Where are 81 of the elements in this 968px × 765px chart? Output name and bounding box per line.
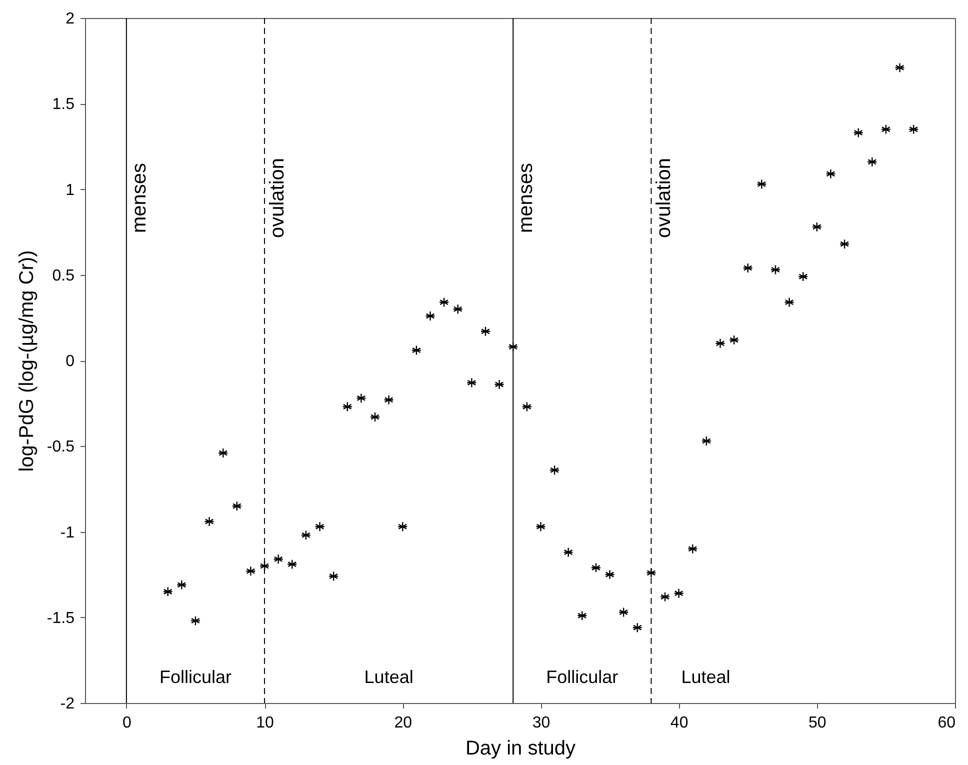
point bbox=[853, 128, 864, 138]
point bbox=[770, 264, 781, 275]
y-tick-label: -0.5 bbox=[46, 438, 75, 456]
point bbox=[867, 156, 878, 167]
annotation: Follicular bbox=[546, 667, 618, 687]
point bbox=[674, 588, 684, 598]
point bbox=[756, 179, 767, 190]
point bbox=[784, 297, 794, 308]
point bbox=[880, 124, 892, 134]
point bbox=[522, 402, 532, 412]
point bbox=[384, 394, 394, 405]
point bbox=[246, 566, 256, 576]
point bbox=[908, 124, 919, 134]
point bbox=[894, 62, 905, 73]
ref-line-label: ovulation bbox=[653, 158, 676, 238]
point bbox=[176, 580, 187, 590]
point bbox=[701, 436, 712, 446]
point bbox=[715, 338, 726, 348]
point bbox=[425, 310, 436, 322]
x-tick-label: 20 bbox=[394, 714, 412, 732]
point bbox=[398, 522, 408, 532]
point bbox=[839, 238, 850, 250]
point bbox=[259, 560, 270, 572]
point bbox=[342, 402, 352, 412]
y-tick-label: -1 bbox=[60, 524, 75, 542]
point bbox=[356, 393, 366, 404]
point bbox=[618, 607, 629, 618]
point bbox=[577, 610, 588, 621]
y-tick-label: 2 bbox=[66, 10, 75, 28]
point bbox=[204, 516, 214, 527]
point bbox=[162, 586, 173, 597]
point bbox=[826, 168, 836, 179]
point bbox=[480, 326, 491, 336]
point bbox=[411, 345, 422, 356]
point bbox=[273, 554, 284, 564]
x-axis-title: Day in study bbox=[465, 738, 576, 760]
annotation: Follicular bbox=[159, 667, 232, 687]
point bbox=[494, 379, 504, 390]
x-tick-label: 50 bbox=[808, 714, 826, 732]
x-tick-label: 0 bbox=[122, 714, 132, 732]
point bbox=[646, 568, 656, 578]
point bbox=[232, 500, 242, 512]
y-tick-label: 1 bbox=[66, 182, 75, 199]
point bbox=[218, 448, 228, 458]
annotation: Luteal bbox=[681, 667, 730, 687]
x-tick-label: 60 bbox=[938, 714, 956, 732]
point bbox=[466, 378, 477, 388]
point bbox=[728, 334, 740, 346]
point bbox=[314, 522, 325, 532]
point bbox=[508, 342, 518, 352]
ref-line-label: menses bbox=[128, 162, 150, 234]
point bbox=[328, 571, 339, 582]
point bbox=[660, 592, 670, 602]
y-tick-label: 0.5 bbox=[52, 267, 75, 284]
point bbox=[688, 544, 698, 554]
point bbox=[536, 522, 546, 532]
point bbox=[632, 622, 642, 633]
y-tick-label: 0 bbox=[66, 353, 75, 370]
point bbox=[287, 559, 298, 570]
point bbox=[563, 547, 574, 558]
y-axis-title: log-PdG (log-(µg/mg Cr)) bbox=[16, 250, 38, 472]
point bbox=[798, 272, 808, 282]
x-tick-label: 30 bbox=[532, 714, 550, 732]
x-tick-label: 40 bbox=[670, 714, 688, 732]
y-tick-label: -2 bbox=[60, 696, 75, 712]
x-tick-label: 10 bbox=[256, 714, 274, 732]
point bbox=[438, 297, 450, 308]
point bbox=[190, 616, 201, 626]
point bbox=[452, 304, 463, 314]
y-tick-label: -1.5 bbox=[46, 610, 75, 627]
ref-line-label: ovulation bbox=[266, 158, 289, 238]
point bbox=[590, 562, 602, 573]
ref-line-label: menses bbox=[515, 162, 538, 234]
y-tick-label: 1.5 bbox=[52, 96, 75, 114]
point bbox=[549, 465, 560, 476]
point bbox=[742, 262, 753, 274]
annotation: Luteal bbox=[364, 667, 414, 687]
point bbox=[812, 222, 822, 232]
point bbox=[370, 412, 380, 422]
point bbox=[604, 569, 615, 580]
point bbox=[300, 530, 312, 540]
